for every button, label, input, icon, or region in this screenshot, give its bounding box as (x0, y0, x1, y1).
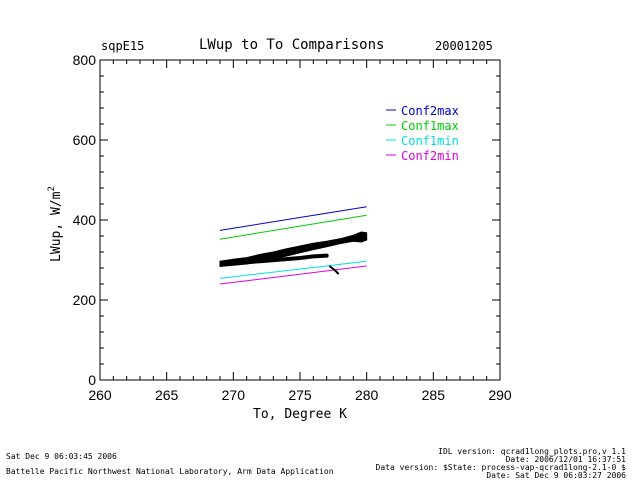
series-line-conf1max (219, 214, 367, 240)
footer-data-version: Data version: $State: process-vap-qcrad1… (375, 463, 626, 472)
legend-entry: Conf1min (401, 134, 459, 148)
x-tick-label: 270 (222, 387, 246, 403)
x-tick-label: 275 (288, 387, 312, 403)
y-axis-label: LWup, W/m2 (47, 186, 64, 262)
series-line-conf2max (219, 206, 367, 231)
x-tick-label: 280 (355, 387, 379, 403)
y-tick-label: 200 (73, 292, 97, 308)
site-label: sqpE15 (101, 39, 145, 53)
y-tick-label: 800 (73, 52, 97, 68)
footer-idl-version: IDL version: qcrad1long_plots.pro,v 1.1 (438, 447, 626, 456)
y-axis-label-superscript: 2 (47, 186, 57, 191)
legend-entry: Conf2min (401, 149, 459, 163)
observation-lower-branch (238, 253, 329, 265)
legend-entry: Conf2max (401, 104, 459, 118)
x-tick-label: 265 (155, 387, 179, 403)
series-line-conf1min (219, 260, 367, 279)
observation-tail (328, 265, 340, 275)
x-tick-label: 290 (488, 387, 512, 403)
x-tick-label: 260 (88, 387, 112, 403)
y-tick-label: 600 (73, 132, 97, 148)
legend-entry: Conf1max (401, 119, 459, 133)
y-axis-label-main: LWup, W/m (49, 191, 64, 262)
footer-data-date: Date: Sat Dec 9 06:03:27 2006 (486, 471, 626, 480)
footer-timestamp: Sat Dec 9 06:03:45 2006 (6, 452, 117, 461)
series-line-conf2min (219, 265, 367, 285)
y-tick-label: 400 (73, 212, 97, 228)
footer-organization: Battelle Pacific Northwest National Labo… (6, 467, 334, 476)
x-tick-label: 285 (422, 387, 446, 403)
x-axis-label: To, Degree K (253, 407, 347, 422)
chart-title: LWup to To Comparisons (199, 37, 385, 53)
footer-code-date: Date: 2006/12/01 16:37:51 (505, 455, 626, 464)
y-tick-label: 0 (88, 372, 96, 388)
date-label: 20001205 (435, 39, 493, 53)
